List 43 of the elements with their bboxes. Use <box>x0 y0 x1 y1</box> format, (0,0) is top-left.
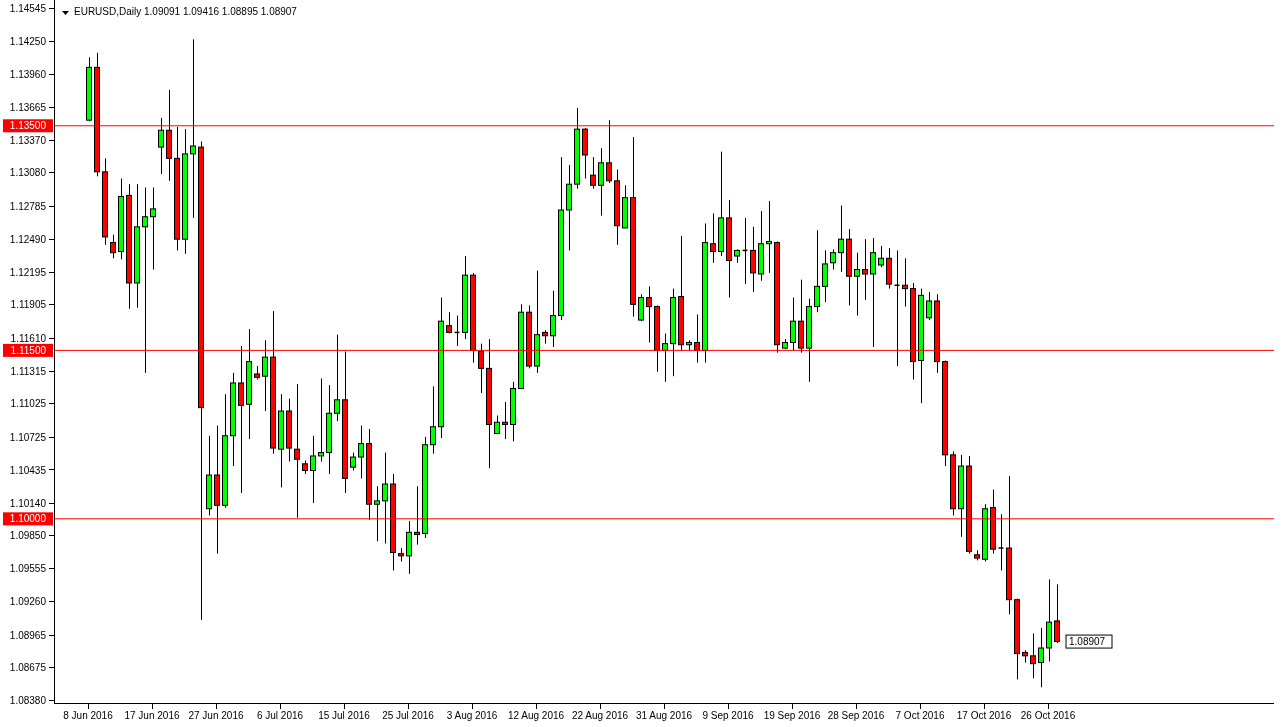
x-tick-label: 8 Jun 2016 <box>63 710 114 721</box>
y-tick-label: 1.11610 <box>10 332 47 344</box>
y-tick-label: 1.09850 <box>9 530 47 542</box>
text: EURUSD,Daily 1.09091 1.09416 1.08895 1.08907 <box>74 6 297 18</box>
y-tick-label: 1.13370 <box>9 134 47 146</box>
ref-line-label: 1.13500 <box>9 120 47 132</box>
y-tick-label: 1.11025 <box>10 398 47 410</box>
ref-line-label: 1.11500 <box>10 344 47 356</box>
y-tick-label: 1.14250 <box>9 36 47 48</box>
y-tick-label: 1.09555 <box>9 563 47 575</box>
y-tick-label: 1.13665 <box>9 101 47 113</box>
y-tick-label: 1.10435 <box>9 464 47 476</box>
x-tick-label: 12 Aug 2016 <box>507 710 565 721</box>
x-tick-label: 19 Sep 2016 <box>763 710 821 721</box>
y-tick-label: 1.11905 <box>10 299 47 311</box>
text: 1.08907 <box>1069 636 1106 648</box>
x-tick-label: 25 Jul 2016 <box>382 710 435 721</box>
x-tick-label: 17 Oct 2016 <box>956 710 1012 721</box>
y-tick-label: 1.11315 <box>10 365 47 377</box>
y-tick-label: 1.13960 <box>9 68 47 80</box>
x-tick-label: 28 Sep 2016 <box>827 710 885 721</box>
y-tick-label: 1.10725 <box>9 431 47 443</box>
y-tick-label: 1.08675 <box>9 662 47 674</box>
x-tick-label: 26 Oct 2016 <box>1020 710 1076 721</box>
y-tick-label: 1.08380 <box>9 695 47 707</box>
x-tick-label: 17 Jun 2016 <box>124 710 180 721</box>
y-tick-label: 1.08965 <box>9 629 47 641</box>
ref-line-label: 1.10000 <box>9 513 47 525</box>
y-tick-label: 1.09260 <box>9 596 47 608</box>
x-tick-label: 15 Jul 2016 <box>318 710 371 721</box>
x-tick-label: 27 Jun 2016 <box>188 710 244 721</box>
x-tick-label: 6 Jul 2016 <box>256 710 304 721</box>
y-tick-label: 1.12785 <box>9 200 47 212</box>
x-tick-label: 7 Oct 2016 <box>895 710 945 721</box>
x-tick-label: 31 Aug 2016 <box>635 710 693 721</box>
x-tick-label: 3 Aug 2016 <box>446 710 498 721</box>
y-tick-label: 1.14545 <box>9 2 47 14</box>
y-tick-label: 1.12195 <box>9 266 47 278</box>
y-tick-label: 1.12490 <box>9 233 47 245</box>
x-tick-label: 22 Aug 2016 <box>571 710 629 721</box>
y-tick-label: 1.13080 <box>9 167 47 179</box>
x-tick-label: 9 Sep 2016 <box>702 710 755 721</box>
y-tick-label: 1.10140 <box>9 497 47 509</box>
